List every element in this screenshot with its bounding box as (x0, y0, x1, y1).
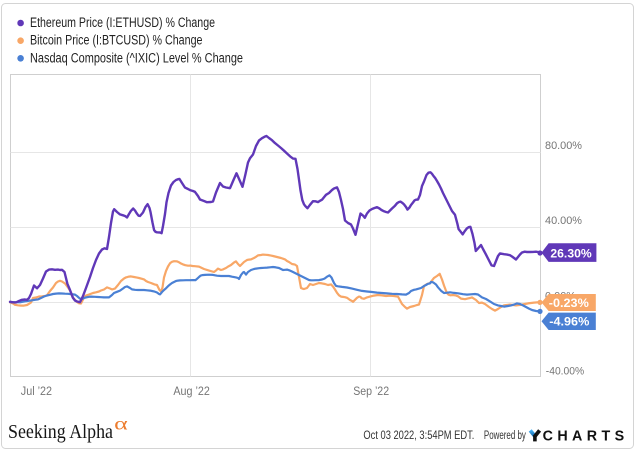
svg-text:40.00%: 40.00% (545, 215, 582, 227)
svg-text:80.00%: 80.00% (545, 140, 582, 152)
svg-text:α: α (114, 414, 128, 434)
svg-text:-0.23%: -0.23% (549, 296, 589, 310)
svg-text:Bitcoin Price (I:BTCUSD) % Cha: Bitcoin Price (I:BTCUSD) % Change (30, 33, 203, 48)
svg-text:Nasdaq Composite (^IXIC) Level: Nasdaq Composite (^IXIC) Level % Change (30, 50, 243, 65)
svg-text:Ethereum Price (I:ETHUSD) % Ch: Ethereum Price (I:ETHUSD) % Change (30, 15, 215, 30)
svg-text:Aug ’22: Aug ’22 (173, 384, 210, 398)
svg-text:Oct 03 2022, 3:54PM EDT.: Oct 03 2022, 3:54PM EDT. (363, 428, 474, 442)
svg-text:Sep ’22: Sep ’22 (353, 384, 389, 398)
svg-text:-4.96%: -4.96% (549, 314, 589, 328)
svg-text:-40.00%: -40.00% (546, 365, 584, 377)
svg-text:26.30%: 26.30% (550, 247, 591, 261)
svg-text:Jul ’22: Jul ’22 (21, 384, 52, 398)
svg-text:Seeking Alpha: Seeking Alpha (8, 421, 113, 443)
svg-text:Powered by: Powered by (484, 430, 526, 442)
svg-text:CHARTS: CHARTS (543, 429, 629, 445)
